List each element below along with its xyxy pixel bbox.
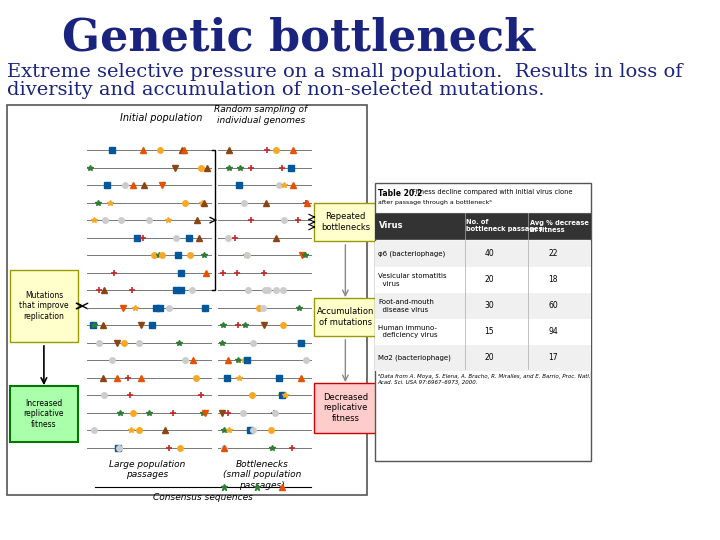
FancyBboxPatch shape [314, 298, 377, 336]
FancyBboxPatch shape [375, 345, 590, 371]
Text: 18: 18 [549, 275, 558, 285]
Text: Vesicular stomatitis
  virus: Vesicular stomatitis virus [379, 273, 447, 287]
FancyBboxPatch shape [314, 383, 377, 433]
Text: Consensus sequences: Consensus sequences [153, 493, 253, 502]
Text: Repeated
bottlenecks: Repeated bottlenecks [321, 212, 370, 232]
FancyBboxPatch shape [375, 241, 590, 267]
FancyBboxPatch shape [375, 293, 590, 319]
Text: 17: 17 [549, 354, 558, 362]
Text: diversity and accumulation of non-selected mutations.: diversity and accumulation of non-select… [6, 81, 544, 99]
Text: Avg % decrease
in fitness: Avg % decrease in fitness [530, 219, 589, 233]
Text: Extreme selective pressure on a small population.  Results in loss of: Extreme selective pressure on a small po… [6, 63, 682, 81]
Text: 30: 30 [485, 301, 495, 310]
Text: Fitness decline compared with initial virus clone: Fitness decline compared with initial vi… [410, 189, 572, 195]
FancyBboxPatch shape [6, 105, 367, 495]
Text: Mσ2 (bacteriophage): Mσ2 (bacteriophage) [379, 355, 451, 361]
Text: Decreased
replicative
fitness: Decreased replicative fitness [323, 393, 368, 423]
Text: Bottlenecks
(small population
passages): Bottlenecks (small population passages) [222, 460, 301, 490]
Text: 20: 20 [485, 354, 494, 362]
Text: Genetic bottleneck: Genetic bottleneck [62, 17, 535, 59]
Text: Mutations
that improve
replication: Mutations that improve replication [19, 291, 68, 321]
Text: 15: 15 [485, 327, 494, 336]
Text: ᵃData from A. Moya, S. Elena, A. Bracho, R. Miralles, and E. Barrio, Proc. Natl.: ᵃData from A. Moya, S. Elena, A. Bracho,… [378, 374, 590, 385]
FancyBboxPatch shape [375, 319, 590, 345]
Text: 94: 94 [549, 327, 558, 336]
Text: Large population
passages: Large population passages [109, 460, 186, 480]
Text: 20: 20 [485, 275, 494, 285]
Text: Foot-and-mouth
  disease virus: Foot-and-mouth disease virus [379, 300, 434, 313]
Text: Virus: Virus [379, 221, 403, 231]
Text: φ6 (bacteriophage): φ6 (bacteriophage) [379, 251, 446, 257]
FancyBboxPatch shape [314, 203, 377, 241]
Text: Table 20.2: Table 20.2 [378, 189, 422, 198]
Text: Accumulation
of mutations: Accumulation of mutations [317, 307, 374, 327]
FancyBboxPatch shape [375, 213, 590, 239]
FancyBboxPatch shape [10, 270, 78, 342]
Text: 60: 60 [549, 301, 558, 310]
Text: No. of
bottleneck passages: No. of bottleneck passages [467, 219, 543, 233]
Text: 22: 22 [549, 249, 558, 259]
Text: Increased
replicative
fitness: Increased replicative fitness [24, 399, 64, 429]
Text: after passage through a bottleneckᵃ: after passage through a bottleneckᵃ [378, 200, 492, 205]
FancyBboxPatch shape [375, 267, 590, 293]
FancyBboxPatch shape [375, 183, 590, 461]
Text: Random sampling of
individual genomes: Random sampling of individual genomes [215, 105, 307, 125]
Text: 40: 40 [485, 249, 495, 259]
FancyBboxPatch shape [10, 386, 78, 442]
Text: Human immuno-
  deficiency virus: Human immuno- deficiency virus [379, 326, 438, 339]
Text: Initial population: Initial population [120, 113, 203, 123]
